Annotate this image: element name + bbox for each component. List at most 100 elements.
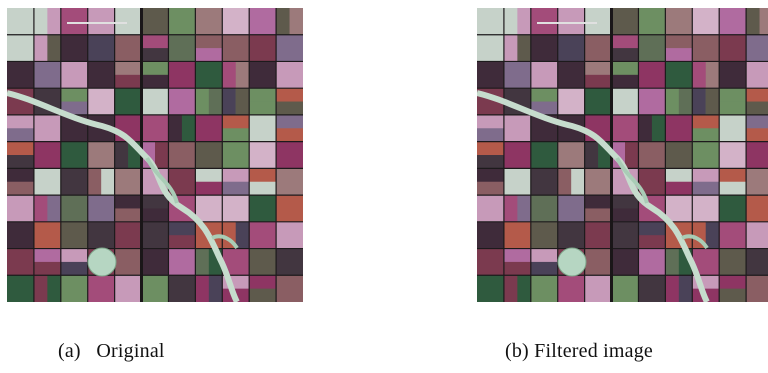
field-patch — [60, 195, 89, 223]
field-patch — [503, 168, 532, 196]
field-patch — [530, 61, 559, 89]
field-patch — [87, 141, 116, 169]
field-patch — [7, 128, 34, 142]
river-branch — [145, 157, 239, 250]
field-patch — [477, 34, 505, 62]
field-patch — [33, 141, 62, 169]
caption-filtered: (b) Filtered image — [505, 340, 653, 362]
field-patch — [249, 248, 277, 276]
field-patch — [477, 275, 505, 302]
field-patch — [584, 221, 613, 250]
field-patch — [87, 195, 116, 223]
field-patch — [276, 34, 303, 62]
field-patch — [195, 114, 223, 143]
field-patch — [746, 128, 768, 142]
field-patch — [638, 235, 666, 249]
field-patch — [530, 275, 559, 302]
field-patch — [611, 248, 639, 276]
field-patch — [47, 34, 61, 62]
field-patch — [249, 34, 277, 62]
field-patch — [530, 195, 559, 223]
field-patch — [705, 61, 720, 89]
original-image — [7, 8, 303, 302]
field-patch — [517, 195, 531, 222]
field-patch — [611, 275, 639, 302]
field-patch — [235, 221, 250, 249]
field-patch — [181, 114, 196, 142]
field-patch — [517, 275, 531, 302]
field-patch — [477, 128, 504, 142]
field-patch — [584, 74, 612, 89]
caption-original: (a) Original — [58, 340, 165, 362]
field-patch — [60, 275, 89, 302]
field-patch — [517, 8, 531, 35]
field-patch — [719, 221, 747, 250]
field-patch — [222, 8, 250, 36]
field-patch — [530, 141, 559, 169]
field-patch — [60, 8, 89, 36]
field-patch — [33, 168, 62, 196]
field-patch — [584, 248, 613, 276]
field-patch — [746, 221, 768, 250]
field-patch — [141, 8, 169, 36]
field-patch — [114, 275, 143, 302]
field-patch — [222, 181, 250, 196]
field-patch — [7, 275, 35, 302]
field-patch — [705, 88, 720, 115]
field-patch — [276, 128, 303, 142]
field-patch — [611, 114, 639, 143]
field-patch — [557, 195, 586, 223]
field-patch — [746, 275, 768, 302]
filtered-satellite-image — [477, 8, 768, 302]
field-patch — [33, 221, 62, 250]
field-patch — [195, 195, 223, 223]
field-patch — [155, 141, 169, 169]
field-patch — [477, 181, 504, 196]
pivot-field — [557, 247, 587, 277]
field-patch — [114, 168, 143, 196]
field-patch — [33, 114, 62, 143]
field-patch — [665, 8, 693, 36]
field-patch — [276, 61, 303, 89]
field-patch — [719, 141, 747, 169]
field-patch — [557, 61, 586, 89]
field-patch — [557, 8, 586, 36]
field-patch — [7, 181, 34, 196]
field-patch — [638, 61, 666, 89]
field-patch — [114, 221, 143, 250]
field-patch — [746, 248, 768, 276]
field-patch — [276, 141, 303, 169]
field-patch — [678, 88, 693, 115]
field-patch — [87, 221, 116, 250]
river-branch — [615, 157, 709, 250]
field-patch — [530, 101, 558, 115]
field-patch — [60, 141, 89, 169]
field-patch — [638, 248, 666, 276]
field-patch — [692, 181, 720, 196]
field-patch — [141, 114, 169, 143]
field-patch — [7, 195, 35, 223]
field-patch — [665, 114, 693, 143]
field-patch — [87, 8, 116, 36]
field-patch — [208, 275, 223, 302]
field-patch — [638, 8, 666, 36]
field-patch — [141, 208, 169, 222]
field-patch — [33, 61, 62, 89]
field-patch — [665, 61, 693, 89]
field-patch — [168, 88, 196, 116]
field-patch — [195, 155, 223, 169]
field-patch — [249, 221, 277, 250]
field-patch — [249, 114, 277, 143]
field-patch — [168, 8, 196, 36]
field-patch — [141, 248, 169, 276]
filtered-image — [477, 8, 768, 302]
field-patch — [249, 195, 277, 223]
field-patch — [60, 261, 88, 276]
field-patch — [249, 8, 277, 36]
field-patch — [7, 221, 35, 250]
field-patch — [678, 275, 693, 302]
field-patch — [141, 74, 169, 89]
field-patch — [665, 195, 693, 223]
field-patch — [114, 208, 142, 222]
field-patch — [87, 88, 116, 116]
